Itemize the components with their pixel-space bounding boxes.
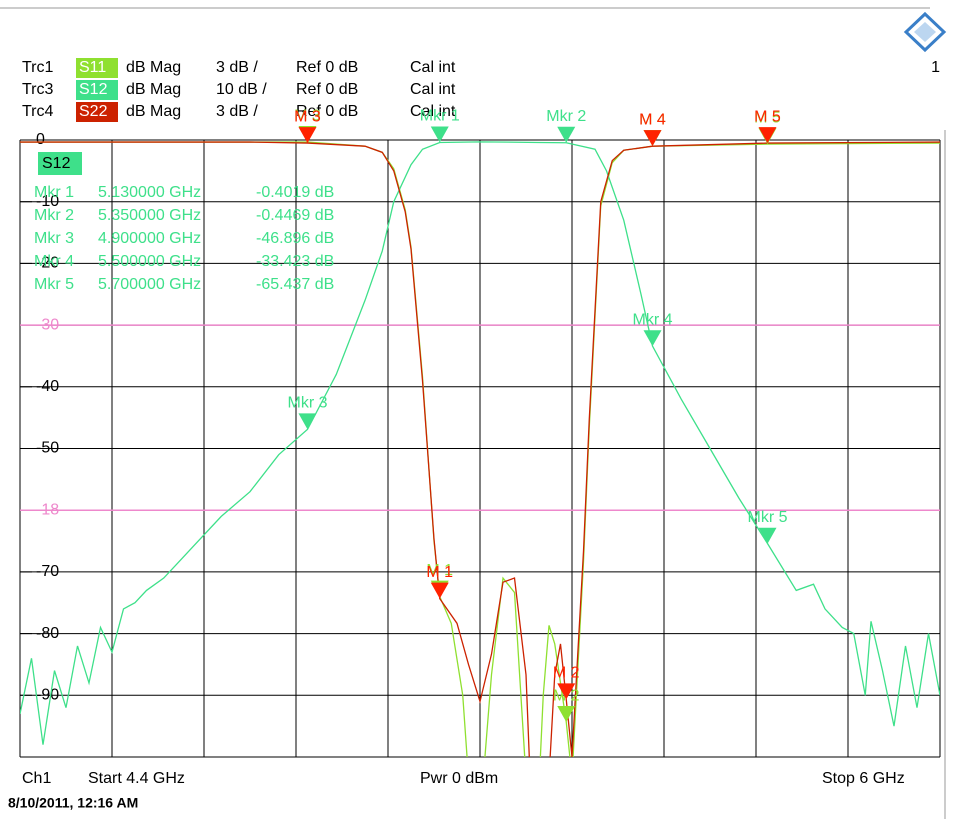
y-tick-label: -90 bbox=[36, 687, 59, 704]
start-frequency: Start 4.4 GHz bbox=[88, 770, 185, 787]
marker bbox=[430, 126, 449, 143]
limit-label: -30 bbox=[36, 316, 59, 333]
trace-format: dB Mag bbox=[126, 59, 181, 76]
marker bbox=[643, 130, 662, 147]
marker-label: M 1 bbox=[426, 564, 453, 581]
marker-row-value: -65.437 dB bbox=[256, 276, 334, 293]
marker-label: M 4 bbox=[639, 111, 666, 128]
trace-cal: Cal int bbox=[410, 59, 456, 76]
trace-id: Trc4 bbox=[22, 103, 54, 120]
marker-row-label: Mkr 5 bbox=[34, 276, 74, 293]
marker-label: Mkr 3 bbox=[288, 395, 328, 412]
trace-ref: Ref 0 dB bbox=[296, 103, 358, 120]
marker-row-value: -0.4019 dB bbox=[256, 184, 334, 201]
trace-scale: 3 dB / bbox=[216, 59, 258, 76]
trace-scale: 10 dB / bbox=[216, 81, 267, 98]
marker-row-label: Mkr 3 bbox=[34, 230, 74, 247]
trace-ref: Ref 0 dB bbox=[296, 59, 358, 76]
trace-cal: Cal int bbox=[410, 103, 456, 120]
marker bbox=[557, 706, 576, 723]
trace-badge bbox=[76, 58, 118, 78]
marker-label: Mkr 4 bbox=[633, 311, 673, 328]
marker-label: M 4 bbox=[639, 111, 666, 128]
marker-row-freq: 5.350000 GHz bbox=[98, 207, 201, 224]
timestamp: 8/10/2011, 12:16 AM bbox=[8, 795, 138, 811]
trace-id: Trc1 bbox=[22, 59, 54, 76]
y-tick-label: -40 bbox=[36, 378, 59, 395]
logo bbox=[903, 11, 947, 53]
power: Pwr 0 dBm bbox=[420, 770, 498, 787]
y-tick-label: -50 bbox=[36, 440, 59, 457]
stop-frequency: Stop 6 GHz bbox=[822, 770, 905, 787]
marker-row-freq: 5.130000 GHz bbox=[98, 184, 201, 201]
marker-row-label: Mkr 4 bbox=[34, 253, 74, 270]
channel: Ch1 bbox=[22, 770, 51, 787]
trace-param: S12 bbox=[79, 81, 108, 98]
active-label: S12 bbox=[42, 155, 71, 172]
trace-format: dB Mag bbox=[126, 81, 181, 98]
trace-ref: Ref 0 dB bbox=[296, 81, 358, 98]
marker bbox=[430, 582, 449, 599]
marker-row-value: -0.4469 dB bbox=[256, 207, 334, 224]
marker-row-value: -46.896 dB bbox=[256, 230, 334, 247]
trace-id: Trc3 bbox=[22, 81, 54, 98]
marker-label: M 5 bbox=[754, 109, 781, 126]
active-badge bbox=[38, 152, 82, 175]
window-number: 1 bbox=[931, 59, 940, 76]
marker bbox=[557, 126, 576, 143]
marker-row-label: Mkr 1 bbox=[34, 184, 74, 201]
marker-label: Mkr 1 bbox=[420, 108, 460, 125]
y-tick-label: -80 bbox=[36, 625, 59, 642]
trace-cal: Cal int bbox=[410, 81, 456, 98]
trace-badge bbox=[76, 102, 118, 122]
trace-param: S22 bbox=[79, 103, 108, 120]
marker-label: Mkr 2 bbox=[546, 108, 586, 125]
y-tick-label: -70 bbox=[36, 563, 59, 580]
marker-label: M 2 bbox=[553, 665, 580, 682]
marker bbox=[298, 127, 317, 144]
marker bbox=[758, 127, 777, 144]
marker-row-freq: 5.500000 GHz bbox=[98, 253, 201, 270]
trace-badge bbox=[76, 80, 118, 100]
marker bbox=[643, 330, 662, 347]
y-tick-label: -10 bbox=[36, 193, 59, 210]
marker-label: Mkr 5 bbox=[748, 509, 788, 526]
marker bbox=[557, 683, 576, 700]
marker-row-freq: 5.700000 GHz bbox=[98, 276, 201, 293]
marker-label: M 5 bbox=[754, 108, 781, 125]
marker bbox=[758, 527, 777, 544]
trace-format: dB Mag bbox=[126, 103, 181, 120]
trace-line bbox=[20, 141, 940, 757]
marker-row-label: Mkr 2 bbox=[34, 207, 74, 224]
marker bbox=[298, 413, 317, 430]
marker-row-value: -33.423 dB bbox=[256, 253, 334, 270]
y-tick-label: 0 bbox=[36, 131, 45, 148]
marker-label: M 1 bbox=[426, 562, 453, 579]
trace-scale: 3 dB / bbox=[216, 103, 258, 120]
trace-param: S11 bbox=[79, 59, 106, 76]
y-tick-label: -20 bbox=[36, 255, 59, 272]
marker-label: M 3 bbox=[294, 107, 321, 124]
marker-row-freq: 4.900000 GHz bbox=[98, 230, 201, 247]
marker-label: M 3 bbox=[294, 108, 321, 125]
limit-label: -18 bbox=[36, 501, 59, 518]
